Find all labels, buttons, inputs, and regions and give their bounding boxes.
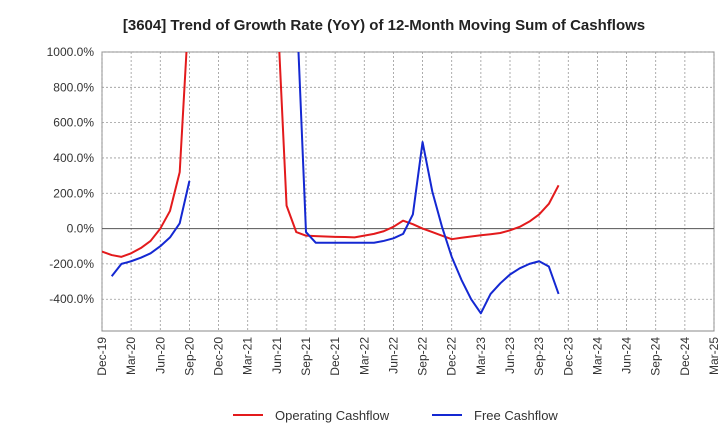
x-tick-label: Sep-22 bbox=[416, 337, 430, 376]
plot-area: Dec-19 Mar-20 Jun-20 Sep-20 Dec-20 Mar-21 Jun-… bbox=[47, 45, 720, 376]
y-tick-label: 0.0% bbox=[67, 222, 95, 236]
x-tick-label: Mar-25 bbox=[707, 337, 720, 375]
plot-frame bbox=[101, 51, 715, 332]
x-tick-label: Jun-23 bbox=[503, 337, 517, 374]
y-tick-label: -200.0% bbox=[49, 257, 94, 271]
series-line-operating-cashflow bbox=[102, 52, 560, 258]
x-tick-label: Jun-20 bbox=[153, 337, 167, 374]
y-tick-label: 1000.0% bbox=[47, 45, 95, 59]
x-tick-label: Jun-24 bbox=[620, 337, 634, 374]
legend: Operating Cashflow Free Cashflow bbox=[233, 408, 558, 423]
x-tick-label: Mar-22 bbox=[357, 337, 371, 375]
x-tick-label: Mar-21 bbox=[241, 337, 255, 375]
y-tick-label: 200.0% bbox=[53, 186, 94, 200]
x-tick-label: Sep-20 bbox=[182, 337, 196, 376]
x-tick-label: Dec-21 bbox=[328, 337, 342, 376]
legend-label: Free Cashflow bbox=[474, 408, 558, 423]
x-tick-label: Dec-24 bbox=[678, 337, 692, 376]
x-tick-label: Sep-23 bbox=[532, 337, 546, 376]
y-tick-label: -400.0% bbox=[49, 292, 94, 306]
x-tick-label: Dec-19 bbox=[95, 337, 109, 376]
x-tick-label: Sep-24 bbox=[649, 337, 663, 376]
x-tick-label: Dec-22 bbox=[445, 337, 459, 376]
x-tick-label: Mar-24 bbox=[590, 337, 604, 375]
x-tick-label: Dec-23 bbox=[561, 337, 575, 376]
y-tick-label: 800.0% bbox=[53, 80, 94, 94]
x-tick-label: Sep-21 bbox=[299, 337, 313, 376]
series-line-free-cashflow bbox=[110, 52, 560, 315]
x-tick-label: Dec-20 bbox=[212, 337, 226, 376]
x-tick-label: Jun-21 bbox=[270, 337, 284, 374]
x-tick-label: Mar-20 bbox=[124, 337, 138, 375]
x-tick-label: Mar-23 bbox=[474, 337, 488, 375]
x-tick-label: Jun-22 bbox=[386, 337, 400, 374]
chart-title: [3604] Trend of Growth Rate (YoY) of 12-… bbox=[123, 17, 645, 34]
y-tick-label: 600.0% bbox=[53, 116, 94, 130]
legend-label: Operating Cashflow bbox=[275, 408, 390, 423]
y-tick-label: 400.0% bbox=[53, 151, 94, 165]
